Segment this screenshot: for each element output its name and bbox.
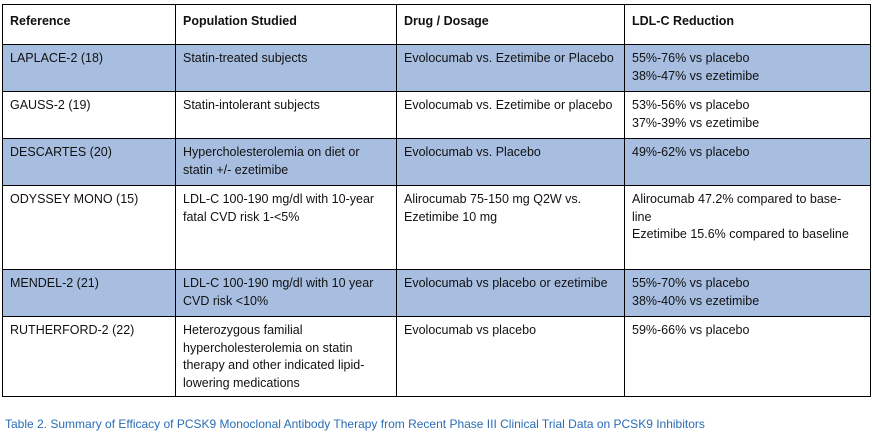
- cell-text-line: lowering medications: [183, 375, 300, 390]
- table-row: LAPLACE-2 (18) Statin-treated subjects Evo…: [2, 44, 871, 92]
- cell-population: Statin-intolerant subjects: [175, 91, 397, 139]
- table-caption: Table 2. Summary of Efficacy of PCSK9 Mo…: [5, 417, 705, 431]
- cell-text-line: fatal CVD risk 1-<5%: [183, 209, 300, 224]
- cell-reference: ODYSSEY MONO (15): [2, 185, 176, 270]
- cell-text-line: 38%-40% vs ezetimibe: [632, 293, 760, 308]
- cell-text-line: Evolocumab vs placebo: [404, 323, 537, 337]
- cell-text-line: Statin-intolerant subjects: [183, 98, 320, 112]
- cell-text-line: statin +/- ezetimibe: [183, 162, 289, 177]
- cell-text-line: Statin-treated subjects: [183, 51, 308, 65]
- cell-population: LDL-C 100-190 mg/dl with 10 year CVD risk…: [175, 269, 397, 317]
- cell-text-line: LDL-C 100-190 mg/dl with 10 year: [183, 276, 374, 290]
- cell-reference: RUTHERFORD-2 (22): [2, 316, 176, 397]
- cell-text-line: hypercholesterolemia on statin: [183, 340, 353, 355]
- cell-text-line: LDL-C 100-190 mg/dl with 10-year: [183, 192, 375, 206]
- cell-text-line: Evolocumab vs placebo or ezetimibe: [404, 276, 608, 290]
- cell-text-line: Alirocumab 75-150 mg Q2W vs.: [404, 192, 582, 206]
- cell-text-line: Heterozygous familial: [183, 323, 303, 337]
- cell-drug: Evolocumab vs. Ezetimibe or placebo: [396, 91, 625, 139]
- cell-reduction: 55%-70% vs placebo 38%-40% vs ezetimibe: [624, 269, 871, 317]
- cell-text-line: 38%-47% vs ezetimibe: [632, 68, 760, 83]
- cell-text-line: 59%-66% vs placebo: [632, 323, 750, 337]
- cell-reference: DESCARTES (20): [2, 138, 176, 186]
- header-ldl-c-reduction: LDL-C Reduction: [624, 4, 871, 45]
- cell-reduction: 53%-56% vs placebo 37%-39% vs ezetimibe: [624, 91, 871, 139]
- cell-text-line: 49%-62% vs placebo: [632, 145, 750, 159]
- cell-text-line: Alirocumab 47.2% compared to base-: [632, 192, 842, 206]
- table-row: RUTHERFORD-2 (22) Heterozygous familial hy…: [2, 316, 871, 397]
- header-population-studied: Population Studied: [175, 4, 397, 45]
- cell-reduction: Alirocumab 47.2% compared to base-line Ez…: [624, 185, 871, 270]
- cell-text-line: CVD risk <10%: [183, 293, 269, 308]
- table-header-row: Reference Population Studied Drug / Dosa…: [2, 4, 871, 45]
- cell-text-line: Evolocumab vs. Ezetimibe or Placebo: [404, 51, 614, 65]
- cell-drug: Evolocumab vs. Placebo: [396, 138, 625, 186]
- table-row: GAUSS-2 (19) Statin-intolerant subjects Ev…: [2, 91, 871, 139]
- cell-reduction: 49%-62% vs placebo: [624, 138, 871, 186]
- cell-population: LDL-C 100-190 mg/dl with 10-year fatal CV…: [175, 185, 397, 270]
- cell-text-line: Evolocumab vs. Placebo: [404, 145, 541, 159]
- cell-text-line: line: [632, 209, 652, 224]
- cell-text-line: 53%-56% vs placebo: [632, 98, 750, 112]
- cell-text-line: Ezetimibe 10 mg: [404, 209, 498, 224]
- cell-text-line: Hypercholesterolemia on diet or: [183, 145, 360, 159]
- cell-reference: MENDEL-2 (21): [2, 269, 176, 317]
- efficacy-table: Reference Population Studied Drug / Dosa…: [2, 4, 871, 397]
- cell-population: Heterozygous familial hypercholesterolemi…: [175, 316, 397, 397]
- cell-drug: Evolocumab vs placebo: [396, 316, 625, 397]
- cell-drug: Evolocumab vs. Ezetimibe or Placebo: [396, 44, 625, 92]
- cell-text-line: Evolocumab vs. Ezetimibe or placebo: [404, 98, 613, 112]
- cell-reduction: 55%-76% vs placebo 38%-47% vs ezetimibe: [624, 44, 871, 92]
- cell-text-line: Ezetimibe 15.6% compared to baseline: [632, 227, 849, 241]
- cell-population: Hypercholesterolemia on diet or statin +/…: [175, 138, 397, 186]
- cell-text-line: therapy and other indicated lipid-: [183, 358, 365, 372]
- cell-text-line: 37%-39% vs ezetimibe: [632, 115, 760, 130]
- cell-drug: Alirocumab 75-150 mg Q2W vs. Ezetimibe 10…: [396, 185, 625, 270]
- cell-text-line: 55%-76% vs placebo: [632, 51, 750, 65]
- cell-population: Statin-treated subjects: [175, 44, 397, 92]
- cell-drug: Evolocumab vs placebo or ezetimibe: [396, 269, 625, 317]
- header-drug-dosage: Drug / Dosage: [396, 4, 625, 45]
- cell-text-line: 55%-70% vs placebo: [632, 276, 750, 290]
- table-row: ODYSSEY MONO (15) LDL-C 100-190 mg/dl wit…: [2, 185, 871, 270]
- cell-reduction: 59%-66% vs placebo: [624, 316, 871, 397]
- cell-reference: GAUSS-2 (19): [2, 91, 176, 139]
- table-body: LAPLACE-2 (18) Statin-treated subjects Evo…: [2, 44, 871, 397]
- cell-reference: LAPLACE-2 (18): [2, 44, 176, 92]
- table-row: MENDEL-2 (21) LDL-C 100-190 mg/dl with 10…: [2, 269, 871, 317]
- header-reference: Reference: [2, 4, 176, 45]
- table-row: DESCARTES (20) Hypercholesterolemia on di…: [2, 138, 871, 186]
